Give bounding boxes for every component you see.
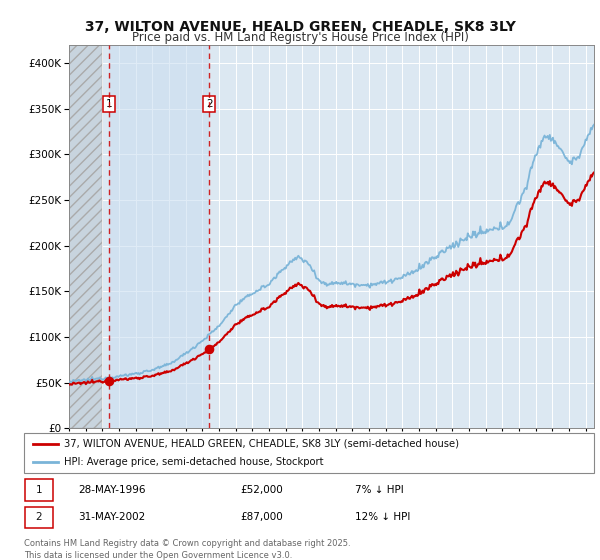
FancyBboxPatch shape [24,433,594,473]
Text: £52,000: £52,000 [241,485,283,495]
Text: 37, WILTON AVENUE, HEALD GREEN, CHEADLE, SK8 3LY: 37, WILTON AVENUE, HEALD GREEN, CHEADLE,… [85,20,515,34]
Text: 2: 2 [35,512,42,522]
Point [205,344,214,353]
Point [104,376,114,385]
Text: £87,000: £87,000 [241,512,283,522]
Bar [69,45,103,428]
FancyBboxPatch shape [25,479,53,501]
Text: HPI: Average price, semi-detached house, Stockport: HPI: Average price, semi-detached house,… [64,458,323,467]
Text: 31-MAY-2002: 31-MAY-2002 [78,512,145,522]
Text: 1: 1 [35,485,42,495]
Text: Price paid vs. HM Land Registry's House Price Index (HPI): Price paid vs. HM Land Registry's House … [131,31,469,44]
Text: 12% ↓ HPI: 12% ↓ HPI [355,512,410,522]
Bar [109,45,209,428]
Text: 37, WILTON AVENUE, HEALD GREEN, CHEADLE, SK8 3LY (semi-detached house): 37, WILTON AVENUE, HEALD GREEN, CHEADLE,… [64,439,459,449]
Text: 28-MAY-1996: 28-MAY-1996 [78,485,146,495]
FancyBboxPatch shape [25,507,53,528]
Text: 7% ↓ HPI: 7% ↓ HPI [355,485,403,495]
Text: Contains HM Land Registry data © Crown copyright and database right 2025.
This d: Contains HM Land Registry data © Crown c… [24,539,350,559]
Text: 1: 1 [106,99,112,109]
Text: 2: 2 [206,99,212,109]
